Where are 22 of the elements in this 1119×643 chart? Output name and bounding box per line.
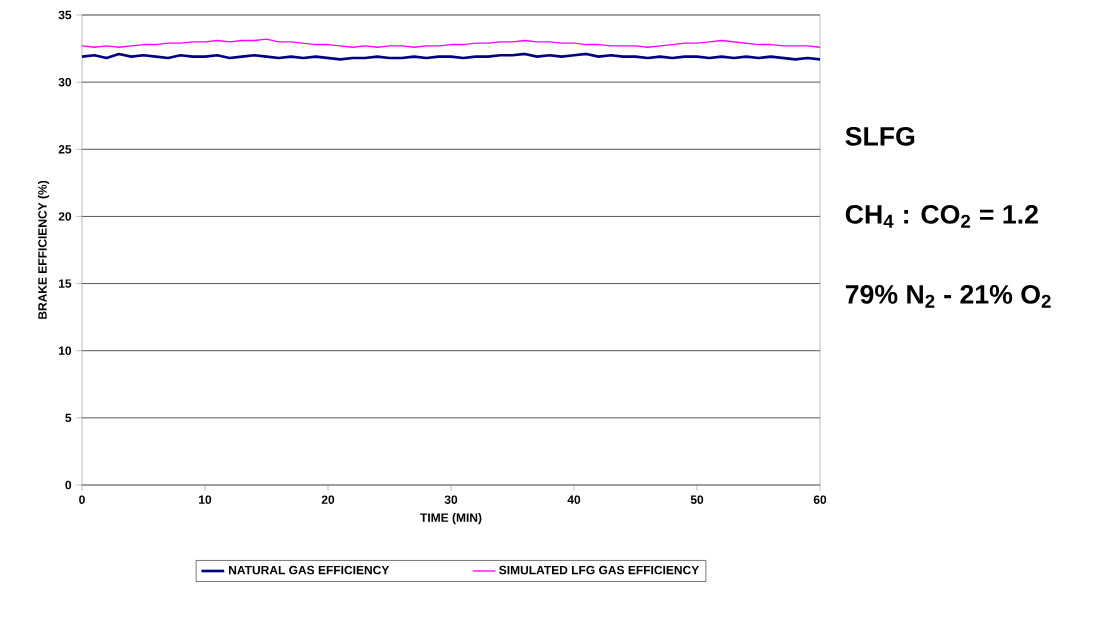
y-tick-label: 20: [58, 212, 72, 221]
y-tick-label: 30: [58, 77, 72, 87]
x-tick-label: 10: [199, 495, 212, 504]
y-tick-label: 0: [65, 480, 72, 490]
x-tick-label: 60: [813, 495, 827, 504]
x-tick-label: 0: [79, 495, 85, 504]
y-tick-label: 35: [58, 10, 72, 20]
y-tick-label: 15: [59, 279, 72, 288]
y-axis-title: BRAKE EFFICIENCY (%): [37, 180, 50, 319]
legend-label: SIMULATED LFG GAS EFFICIENCY: [499, 565, 700, 575]
x-tick-label: 20: [321, 495, 335, 504]
x-tick-label: 50: [690, 495, 704, 504]
y-tick-label: 25: [58, 145, 72, 154]
x-axis-title: TIME (MIN): [420, 513, 482, 525]
text: SLFG: [845, 126, 915, 146]
text: 79% N$_{2}$ - 21% O$_{2}$: [845, 284, 1051, 308]
y-tick-label: 10: [59, 346, 72, 355]
legend-label: NATURAL GAS EFFICIENCY: [229, 565, 390, 575]
x-tick-label: 30: [444, 495, 458, 504]
text: CH$_{4}$ : CO$_{2}$ = 1.2: [845, 204, 1038, 228]
y-tick-label: 5: [65, 413, 72, 423]
x-tick-label: 40: [567, 495, 581, 504]
